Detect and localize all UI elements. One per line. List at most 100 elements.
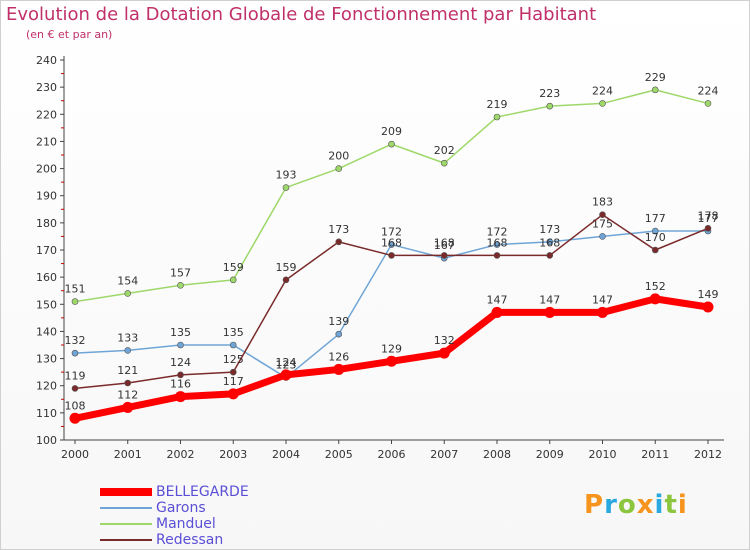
data-point-manduel <box>599 100 606 107</box>
legend-swatch <box>100 539 152 541</box>
data-label-bellegarde: 147 <box>592 293 613 306</box>
data-label-bellegarde: 152 <box>645 280 666 293</box>
data-point-redessan <box>335 238 343 246</box>
data-point-bellegarde <box>69 412 81 424</box>
data-label-manduel: 157 <box>170 266 191 279</box>
data-point-redessan <box>388 252 395 259</box>
data-label-garons: 177 <box>698 212 719 225</box>
data-label-garons: 135 <box>223 326 244 339</box>
data-label-manduel: 224 <box>698 84 719 97</box>
data-point-manduel <box>493 113 501 121</box>
data-point-manduel <box>177 281 184 289</box>
data-point-bellegarde <box>544 306 556 318</box>
legend-label: Redessan <box>156 532 224 548</box>
data-label-bellegarde: 149 <box>698 288 719 301</box>
data-label-bellegarde: 147 <box>487 293 508 306</box>
data-point-bellegarde <box>175 391 186 403</box>
data-label-manduel: 229 <box>645 71 666 84</box>
y-tick-label: 170 <box>36 244 57 257</box>
x-tick-label: 2007 <box>430 448 458 461</box>
y-tick-label: 120 <box>36 380 57 393</box>
data-label-redessan: 178 <box>698 209 719 222</box>
x-tick-label: 2002 <box>167 448 195 461</box>
data-point-bellegarde <box>649 293 661 305</box>
data-point-garons <box>651 227 659 235</box>
data-label-garons: 135 <box>170 326 191 339</box>
data-point-garons <box>546 238 554 246</box>
data-point-manduel <box>651 86 659 94</box>
legend-swatch <box>100 523 152 525</box>
x-tick-label: 2006 <box>378 448 406 461</box>
legend-label: Manduel <box>156 516 216 532</box>
data-point-redessan <box>124 379 132 387</box>
data-point-garons <box>124 347 132 354</box>
legend-item-redessan: Redessan <box>100 532 223 548</box>
x-tick-label: 2000 <box>61 448 89 461</box>
data-label-garons: 175 <box>592 217 613 230</box>
proxiti-logo: Proxiti <box>584 490 688 520</box>
y-tick-label: 200 <box>36 163 57 176</box>
data-label-redessan: 159 <box>276 261 297 274</box>
data-point-garons <box>335 330 343 338</box>
data-point-bellegarde <box>438 347 450 359</box>
data-label-bellegarde: 117 <box>223 375 244 388</box>
data-point-garons <box>229 341 237 349</box>
data-label-manduel: 209 <box>381 125 402 138</box>
data-label-manduel: 223 <box>539 87 560 100</box>
y-tick-label: 140 <box>36 325 57 338</box>
y-tick-label: 220 <box>36 108 57 121</box>
legend-swatch <box>100 507 152 509</box>
y-tick-label: 100 <box>36 434 57 447</box>
data-label-bellegarde: 116 <box>170 378 191 391</box>
data-point-manduel <box>335 165 343 172</box>
data-point-manduel <box>229 276 237 284</box>
data-point-bellegarde <box>333 363 345 375</box>
x-tick-label: 2012 <box>694 448 722 461</box>
x-tick-label: 2004 <box>272 448 300 461</box>
data-point-redessan <box>71 385 79 392</box>
data-label-garons: 172 <box>381 226 402 239</box>
data-point-redessan <box>177 371 184 379</box>
legend-label: BELLEGARDE <box>156 484 249 500</box>
y-tick-label: 160 <box>36 271 57 284</box>
y-tick-label: 150 <box>36 298 57 311</box>
data-label-redessan: 125 <box>223 353 244 366</box>
data-point-redessan <box>546 252 554 259</box>
data-label-manduel: 200 <box>328 150 349 163</box>
data-label-redessan: 168 <box>381 236 402 249</box>
data-label-redessan: 124 <box>170 356 191 369</box>
data-point-bellegarde <box>491 306 503 318</box>
data-label-garons: 132 <box>65 334 86 347</box>
x-tick-label: 2003 <box>219 448 247 461</box>
data-label-redessan: 168 <box>539 236 560 249</box>
data-point-bellegarde <box>386 355 397 367</box>
x-tick-label: 2010 <box>589 448 617 461</box>
legend-item-manduel: Manduel <box>100 516 216 532</box>
data-label-bellegarde: 126 <box>328 350 349 363</box>
data-label-garons: 133 <box>117 331 138 344</box>
data-label-bellegarde: 112 <box>117 388 138 401</box>
data-point-redessan <box>440 252 448 259</box>
data-point-garons <box>177 341 184 349</box>
data-label-garons: 167 <box>434 239 455 252</box>
y-tick-label: 130 <box>36 353 57 366</box>
data-point-bellegarde <box>122 401 134 413</box>
data-point-manduel <box>546 102 554 110</box>
data-point-redessan <box>493 252 501 259</box>
data-label-bellegarde: 108 <box>65 399 86 412</box>
chart-subtitle: (en € et par an) <box>26 28 113 41</box>
data-label-redessan: 119 <box>65 369 86 382</box>
data-point-garons <box>599 233 606 240</box>
y-tick-label: 110 <box>36 407 57 420</box>
data-label-manduel: 219 <box>487 98 508 111</box>
data-label-bellegarde: 147 <box>539 293 560 306</box>
data-point-garons <box>71 349 79 357</box>
data-label-redessan: 183 <box>592 196 613 209</box>
y-tick-label: 240 <box>36 54 57 67</box>
data-label-manduel: 154 <box>117 274 138 287</box>
data-label-bellegarde: 132 <box>434 334 455 347</box>
data-label-garons: 139 <box>328 315 349 328</box>
x-tick-label: 2011 <box>641 448 669 461</box>
